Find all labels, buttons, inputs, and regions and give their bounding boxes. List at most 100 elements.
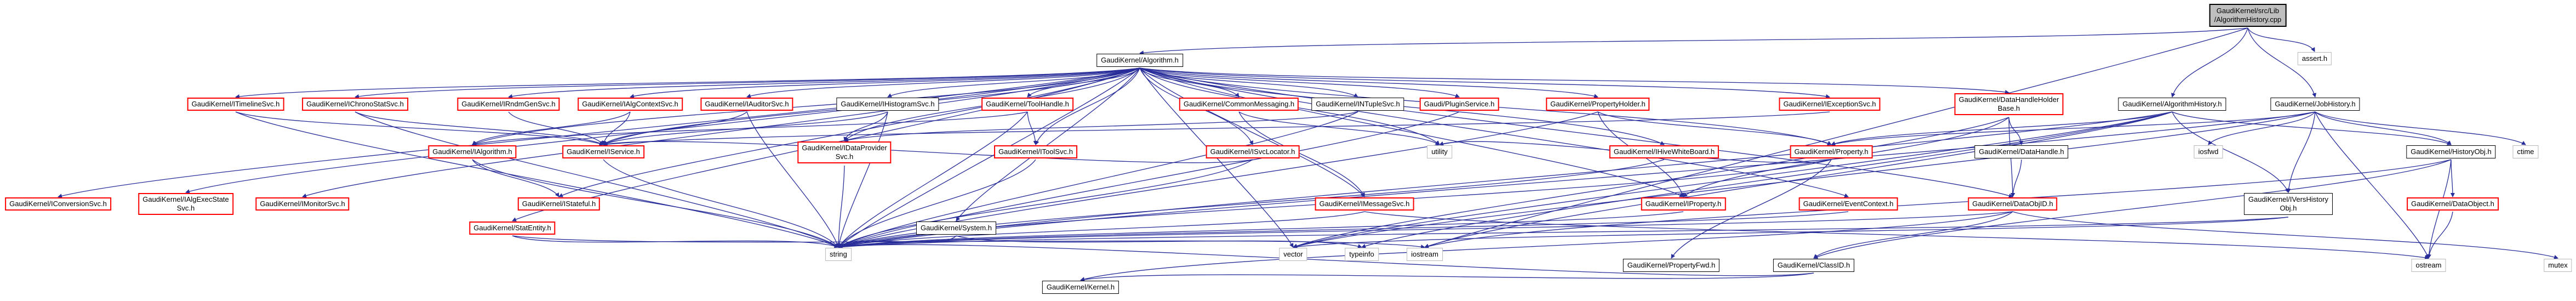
graph-node-system_h[interactable]: GaudiKernel/System.h [916,222,997,235]
edge-dataobjid-to-mutex [2012,211,2558,259]
graph-node-ialgorithm[interactable]: GaudiKernel/IAlgorithm.h [428,145,517,158]
edge-algorithm_h-to-ialgcontextsvc [630,67,1140,99]
edge-jobhistory_h-to-ctime [2315,111,2526,145]
graph-node-iservice[interactable]: GaudiKernel/IService.h [562,145,644,158]
graph-node-imonitorsvc[interactable]: GaudiKernel/IMonitorSvc.h [255,197,350,211]
graph-node-ichronostatsvc[interactable]: GaudiKernel/IChronoStatSvc.h [302,98,408,111]
edge-dataobjid-to-string [838,211,2013,249]
graph-node-mutex[interactable]: mutex [2544,259,2572,272]
edge-commonmessaging-to-utility [1238,111,1440,145]
graph-node-itoolsvc[interactable]: GaudiKernel/IToolSvc.h [994,145,1077,158]
edge-group [58,27,2558,282]
graph-node-datahandle[interactable]: GaudiKernel/DataHandle.h [1974,145,2069,158]
graph-node-istateful[interactable]: GaudiKernel/IStateful.h [517,197,601,211]
graph-node-utility[interactable]: utility [1427,145,1452,158]
graph-node-eventcontext[interactable]: GaudiKernel/EventContext.h [1798,197,1898,211]
edge-toolhandle-to-string [838,111,1028,248]
edge-system_h-to-typeinfo [956,235,1362,248]
graph-node-iconversionsvc[interactable]: GaudiKernel/IConversionSvc.h [5,197,111,211]
edge-eventcontext-to-string [838,211,1849,249]
edge-statentity-to-iostream [512,235,1425,249]
edge-ialgorithm-to-istateful [472,159,559,197]
graph-node-classid[interactable]: GaudiKernel/ClassID.h [1773,259,1855,272]
edge-isvclocator-to-string [838,159,1253,248]
edge-algorithmhistory_h-to-property_h [1831,111,2173,146]
edge-algorithm_h-to-ichronostatsvc [355,67,1140,99]
edge-algorithm_h-to-iproperty [1139,67,1684,197]
graph-node-algorithmhistory_h[interactable]: GaudiKernel/AlgorithmHistory.h [2118,98,2226,111]
graph-node-dataobject[interactable]: GaudiKernel/DataObject.h [2407,197,2499,211]
graph-node-itimelinesvc[interactable]: GaudiKernel/ITimelineSvc.h [187,98,284,111]
graph-node-ctime[interactable]: ctime [2512,145,2539,158]
edge-iproperty-to-string [838,211,1684,249]
graph-node-statentity[interactable]: GaudiKernel/StatEntity.h [469,222,556,235]
edge-toolhandle-to-ialgorithm [472,111,1028,146]
graph-node-idataprovidersvc[interactable]: GaudiKernel/IDataProvider Svc.h [797,141,892,163]
graph-node-pluginservice[interactable]: Gaudi/PluginService.h [1419,98,1499,111]
graph-node-ialgcontextsvc[interactable]: GaudiKernel/IAlgContextSvc.h [578,98,683,111]
graph-node-propertyfwd[interactable]: GaudiKernel/PropertyFwd.h [1623,259,1720,272]
graph-node-datahandleholderbase[interactable]: GaudiKernel/DataHandleHolder Base.h [1954,93,2064,115]
graph-node-property_h[interactable]: GaudiKernel/Property.h [1790,145,1873,158]
graph-node-historyobj[interactable]: GaudiKernel/HistoryObj.h [2406,145,2496,158]
edge-classid-to-kernel_h [1080,272,1814,282]
edge-ialgcontextsvc-to-ialgorithm [472,111,631,145]
graph-node-iauditorsvc[interactable]: GaudiKernel/IAuditorSvc.h [700,98,793,111]
graph-node-ostream[interactable]: ostream [2411,259,2446,272]
edge-jobhistory_h-to-property_h [1831,111,2316,146]
edge-itimelinesvc-to-string [235,111,839,248]
graph-node-assert_h[interactable]: assert.h [2297,52,2332,65]
edge-itimelinesvc-to-iservice [235,111,604,146]
edge-ihivewhiteboard-to-string [838,159,1665,248]
edge-isvclocator-to-iservice [603,141,1253,163]
graph-node-ialgexecstatesvc[interactable]: GaudiKernel/IAlgExecState Svc.h [138,193,233,215]
edge-algorithm_h-to-imonitorsvc [302,67,1140,198]
graph-node-iosfwd[interactable]: iosfwd [2194,145,2223,158]
edge-dataobjid-to-kernel_h [1080,211,2013,282]
graph-node-iproperty[interactable]: GaudiKernel/IProperty.h [1641,197,1726,211]
edge-algorithmhistory_h-to-typeinfo [1361,111,2173,248]
graph-node-string[interactable]: string [825,248,852,261]
graph-node-intuplesvc[interactable]: GaudiKernel/INTupleSvc.h [1311,98,1404,111]
edge-root-to-jobhistory_h [2247,27,2317,98]
graph-node-kernel_h[interactable]: GaudiKernel/Kernel.h [1042,281,1119,294]
graph-node-ihivewhiteboard[interactable]: GaudiKernel/IHiveWhiteBoard.h [1609,145,1720,158]
graph-node-typeinfo[interactable]: typeinfo [1345,248,1379,261]
graph-node-ivershistoryobj[interactable]: GaudiKernel/IVersHistory Obj.h [2244,193,2333,215]
edge-algorithm_h-to-eventcontext [1139,67,1849,198]
graph-node-iexceptionsvc[interactable]: GaudiKernel/IExceptionSvc.h [1779,98,1881,111]
graph-node-commonmessaging[interactable]: GaudiKernel/CommonMessaging.h [1179,98,1299,111]
edge-algorithm_h-to-string [838,67,1140,248]
edge-root-to-algorithmhistory_h [2171,27,2248,98]
graph-node-ihistogramsvc[interactable]: GaudiKernel/IHistogramSvc.h [836,98,939,111]
edge-pluginservice-to-string [838,111,1460,248]
edge-iauditorsvc-to-string [746,111,839,248]
edge-jobhistory_h-to-iosfwd [2208,111,2316,145]
edge-irndmgensvc-to-iservice [508,111,604,145]
edge-algorithm_h-to-iexceptionsvc [1139,67,1830,99]
edge-datahandleholderbase-to-datahandle [2008,117,2024,145]
edge-algorithm_h-to-itoolsvc [1035,67,1140,145]
graph-node-imessagesvc[interactable]: GaudiKernel/IMessageSvc.h [1315,197,1414,211]
edge-algorithm_h-to-system_h [956,67,1140,222]
graph-node-irndmgensvc[interactable]: GaudiKernel/IRndmGenSvc.h [457,98,560,111]
graph-node-isvclocator[interactable]: GaudiKernel/ISvcLocator.h [1206,145,1300,158]
graph-node-toolhandle[interactable]: GaudiKernel/ToolHandle.h [981,98,1073,111]
edge-itoolsvc-to-string [838,159,1036,248]
edge-jobhistory_h-to-historyobj [2315,111,2452,145]
edge-property_h-to-propertyfwd [1671,159,1832,259]
edge-algorithm_h-to-itimelinesvc [235,67,1140,99]
graph-node-iostream[interactable]: iostream [1407,248,1443,261]
graph-node-dataobjid[interactable]: GaudiKernel/DataObjID.h [1968,197,2058,211]
edge-idataprovidersvc-to-string [836,165,845,248]
edge-root-to-assert_h [2247,27,2315,52]
graph-node-vector[interactable]: vector [1279,248,1307,261]
graph-node-jobhistory_h[interactable]: GaudiKernel/JobHistory.h [2270,98,2360,111]
edge-algorithm_h-to-dataobjid [1139,67,2013,198]
graph-node-propertyholder[interactable]: GaudiKernel/PropertyHolder.h [1546,98,1650,111]
graph-node-algorithm_h[interactable]: GaudiKernel/Algorithm.h [1096,54,1183,67]
edge-iexceptionsvc-to-iservice [603,111,1830,147]
